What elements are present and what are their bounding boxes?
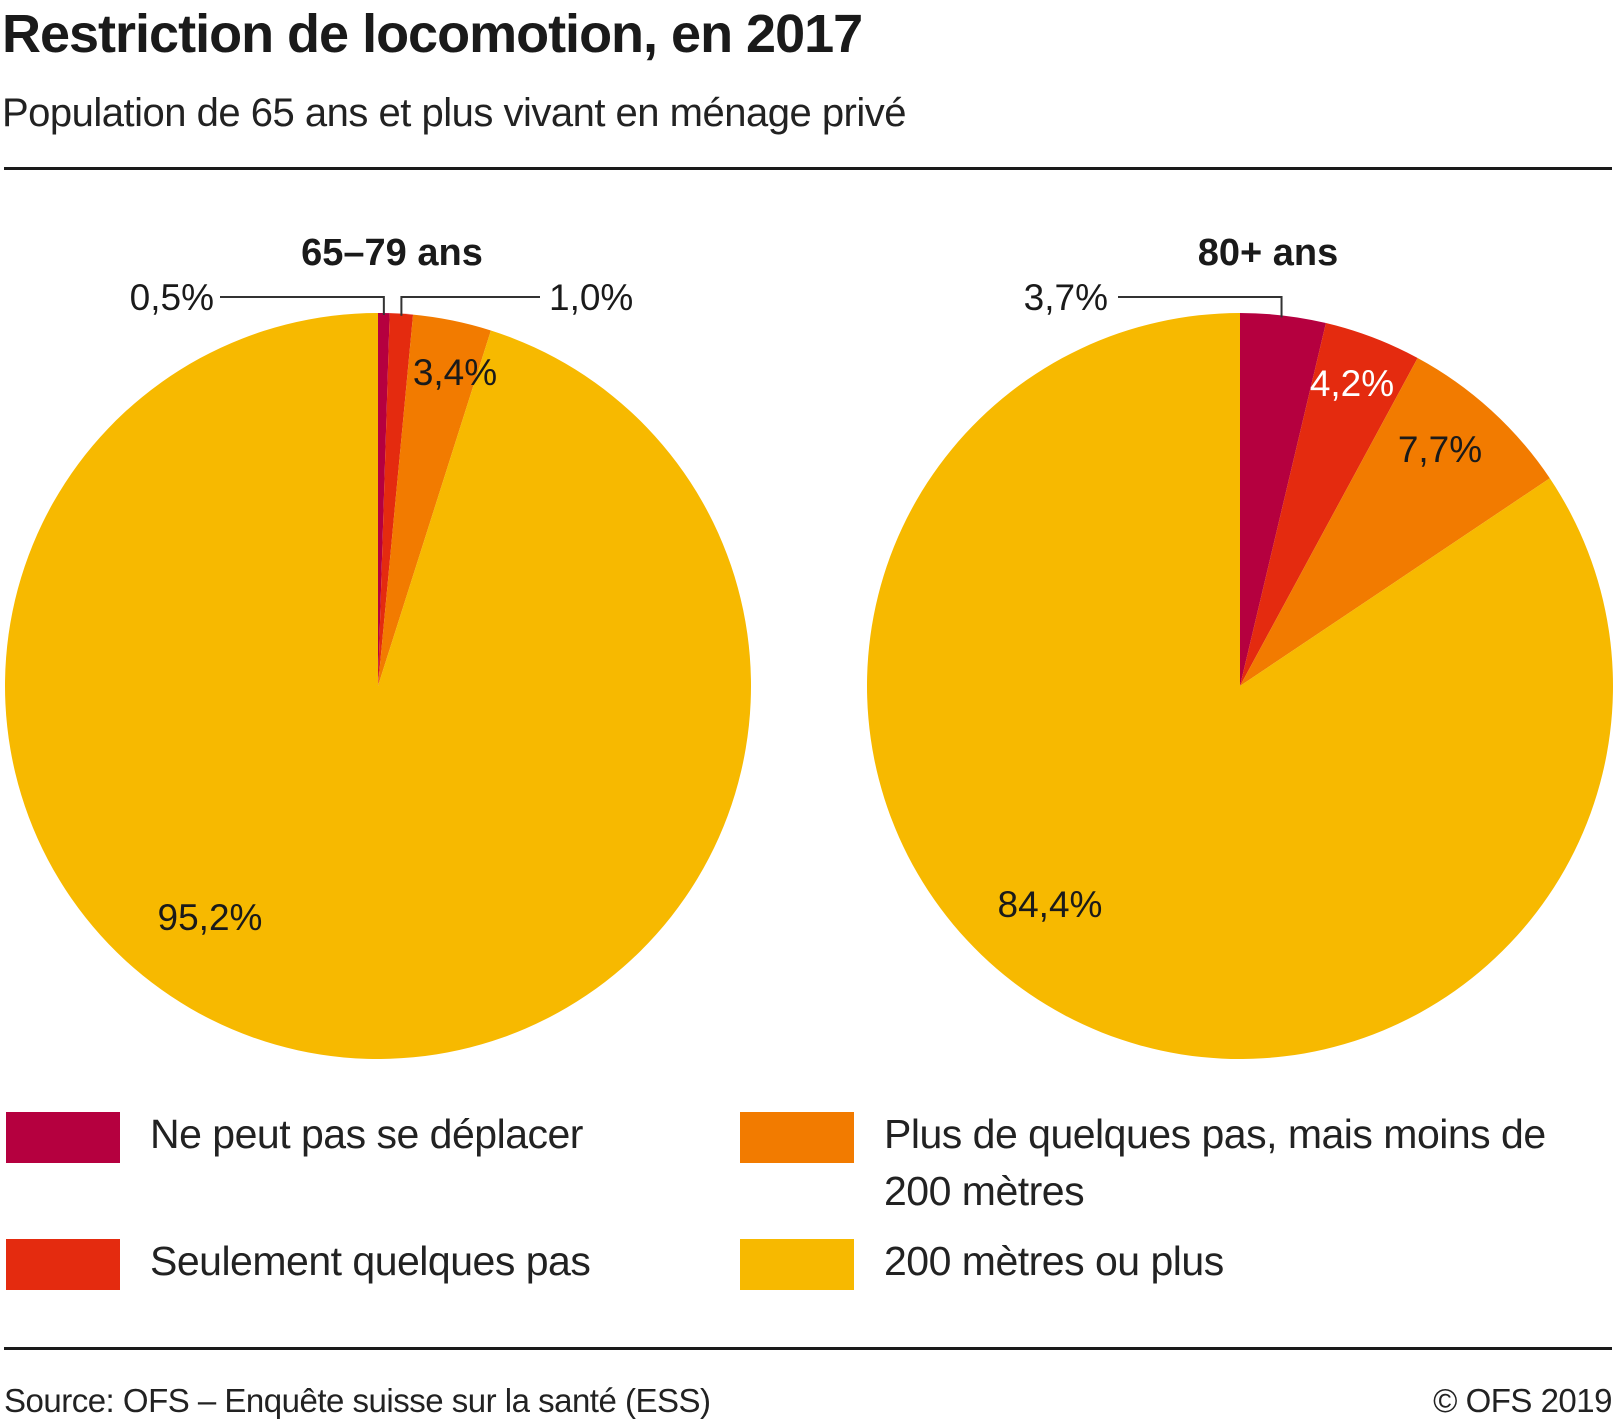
pie-slice bbox=[1240, 358, 1550, 686]
leader-line bbox=[1118, 296, 1283, 318]
data-label: 95,2% bbox=[158, 897, 263, 938]
pie-0: 65–79 ans 0,5% 1,0% 3,4% 95,2% bbox=[4, 232, 752, 1060]
data-label: 7,7% bbox=[1398, 429, 1482, 470]
legend-swatch bbox=[6, 1239, 120, 1290]
legend-item-cannot-move: Ne peut pas se déplacer bbox=[6, 1111, 583, 1163]
legend-label: Plus de quelques pas, mais moins de 200 … bbox=[884, 1111, 1546, 1214]
pie-charts: 65–79 ans 0,5% 1,0% 3,4% 95,2% 80+ ans 3,7% 4,2… bbox=[4, 232, 1613, 1060]
data-label: 84,4% bbox=[998, 884, 1103, 925]
pie-1: 80+ ans 3,7% 4,2%7,7% 84,4% bbox=[866, 232, 1613, 1059]
legend-swatch bbox=[740, 1112, 854, 1163]
pie-slice bbox=[378, 314, 491, 686]
legend-swatch bbox=[740, 1239, 854, 1290]
pie-slice bbox=[1240, 313, 1326, 686]
chart-title: Restriction de locomotion, en 2017 bbox=[2, 4, 863, 64]
bottom-divider bbox=[4, 1347, 1612, 1350]
top-divider bbox=[4, 167, 1612, 170]
legend-item-200m-or-more: 200 mètres ou plus bbox=[740, 1238, 1224, 1290]
data-label: 3,4% bbox=[413, 352, 497, 393]
legend-item-under-200m: Plus de quelques pas, mais moins de 200 … bbox=[740, 1111, 1610, 1220]
pie-slice bbox=[4, 313, 752, 1060]
data-label: 0,5% bbox=[130, 277, 214, 318]
legend-label: 200 mètres ou plus bbox=[884, 1238, 1224, 1284]
pie-slice bbox=[866, 313, 1613, 1059]
copyright: © OFS 2019 bbox=[1433, 1382, 1612, 1419]
pie-slice bbox=[378, 313, 390, 686]
pie-slice bbox=[1240, 323, 1418, 686]
legend-item-few-steps: Seulement quelques pas bbox=[6, 1238, 591, 1290]
data-label: 3,7% bbox=[1024, 277, 1108, 318]
pie-slice bbox=[378, 313, 414, 686]
pie-title: 80+ ans bbox=[1198, 232, 1339, 274]
chart-subtitle: Population de 65 ans et plus vivant en m… bbox=[2, 91, 907, 135]
pie-title: 65–79 ans bbox=[301, 232, 483, 274]
legend-label: Seulement quelques pas bbox=[150, 1238, 591, 1284]
source-note: Source: OFS – Enquête suisse sur la sant… bbox=[4, 1382, 711, 1419]
legend-swatch bbox=[6, 1112, 120, 1163]
data-label: 4,2% bbox=[1310, 363, 1394, 404]
data-label: 1,0% bbox=[549, 277, 633, 318]
leader-line bbox=[400, 296, 540, 316]
legend-label: Ne peut pas se déplacer bbox=[150, 1111, 583, 1157]
leader-line bbox=[220, 296, 385, 316]
